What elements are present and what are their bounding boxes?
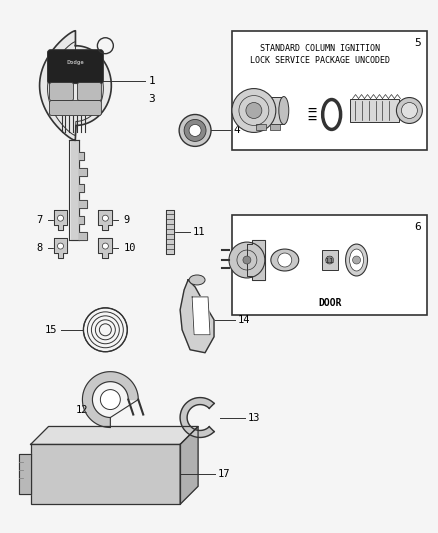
Circle shape xyxy=(57,243,64,249)
Text: =: = xyxy=(307,103,316,118)
FancyBboxPatch shape xyxy=(48,50,103,84)
Bar xyxy=(254,96,284,124)
FancyBboxPatch shape xyxy=(49,83,74,101)
Polygon shape xyxy=(79,168,88,176)
Polygon shape xyxy=(99,238,112,258)
Text: 15: 15 xyxy=(45,325,57,335)
Bar xyxy=(350,99,399,123)
Text: 8: 8 xyxy=(36,243,42,253)
Polygon shape xyxy=(79,152,85,160)
Text: 5: 5 xyxy=(414,38,421,48)
Text: 10: 10 xyxy=(124,243,136,253)
Bar xyxy=(232,215,427,315)
Polygon shape xyxy=(53,210,67,230)
Text: 17: 17 xyxy=(218,470,230,479)
Ellipse shape xyxy=(279,96,289,124)
Text: Dodge: Dodge xyxy=(67,60,85,65)
Bar xyxy=(232,31,427,150)
Circle shape xyxy=(102,243,108,249)
Ellipse shape xyxy=(350,249,364,271)
Text: 9: 9 xyxy=(124,215,130,225)
Polygon shape xyxy=(53,238,67,258)
Ellipse shape xyxy=(189,275,205,285)
Circle shape xyxy=(57,215,64,221)
Polygon shape xyxy=(19,455,31,494)
Text: DOOR: DOOR xyxy=(318,298,341,308)
Ellipse shape xyxy=(271,249,299,271)
Text: 12: 12 xyxy=(75,405,88,415)
Polygon shape xyxy=(79,216,85,224)
Circle shape xyxy=(243,256,251,264)
Text: 7: 7 xyxy=(36,215,42,225)
Circle shape xyxy=(179,115,211,147)
Text: 11: 11 xyxy=(193,227,205,237)
Polygon shape xyxy=(99,210,112,230)
Circle shape xyxy=(353,256,360,264)
Circle shape xyxy=(184,119,206,141)
Bar xyxy=(256,124,266,131)
Polygon shape xyxy=(180,398,214,438)
Ellipse shape xyxy=(346,244,367,276)
Text: 13: 13 xyxy=(248,413,261,423)
Circle shape xyxy=(246,102,262,118)
Text: 1: 1 xyxy=(148,76,155,86)
Text: LOCK SERVICE PACKAGE UNCODED: LOCK SERVICE PACKAGE UNCODED xyxy=(250,56,390,65)
Polygon shape xyxy=(79,232,88,240)
Polygon shape xyxy=(166,210,174,254)
Polygon shape xyxy=(247,240,265,280)
Circle shape xyxy=(102,215,108,221)
Circle shape xyxy=(278,253,292,267)
Text: ii: ii xyxy=(325,255,335,264)
FancyBboxPatch shape xyxy=(78,83,101,101)
Circle shape xyxy=(326,256,334,264)
Polygon shape xyxy=(39,31,111,140)
Polygon shape xyxy=(79,184,85,192)
Text: STANDARD COLUMN IGNITION: STANDARD COLUMN IGNITION xyxy=(260,44,380,53)
Bar xyxy=(31,445,180,504)
Bar xyxy=(270,124,280,131)
Text: 4: 4 xyxy=(233,125,240,135)
Text: 6: 6 xyxy=(414,222,421,232)
Polygon shape xyxy=(31,426,198,445)
Circle shape xyxy=(189,124,201,136)
Polygon shape xyxy=(192,297,210,335)
Polygon shape xyxy=(79,200,88,208)
Polygon shape xyxy=(82,372,138,427)
Circle shape xyxy=(229,242,265,278)
FancyBboxPatch shape xyxy=(49,101,101,116)
Circle shape xyxy=(401,102,417,118)
Text: 14: 14 xyxy=(238,315,251,325)
Circle shape xyxy=(396,98,422,124)
Polygon shape xyxy=(180,280,214,353)
Text: =: = xyxy=(307,111,316,126)
Circle shape xyxy=(100,390,120,409)
Circle shape xyxy=(232,88,276,132)
Polygon shape xyxy=(70,140,79,240)
Text: 3: 3 xyxy=(148,93,155,103)
Polygon shape xyxy=(180,426,198,504)
Bar xyxy=(321,250,338,270)
